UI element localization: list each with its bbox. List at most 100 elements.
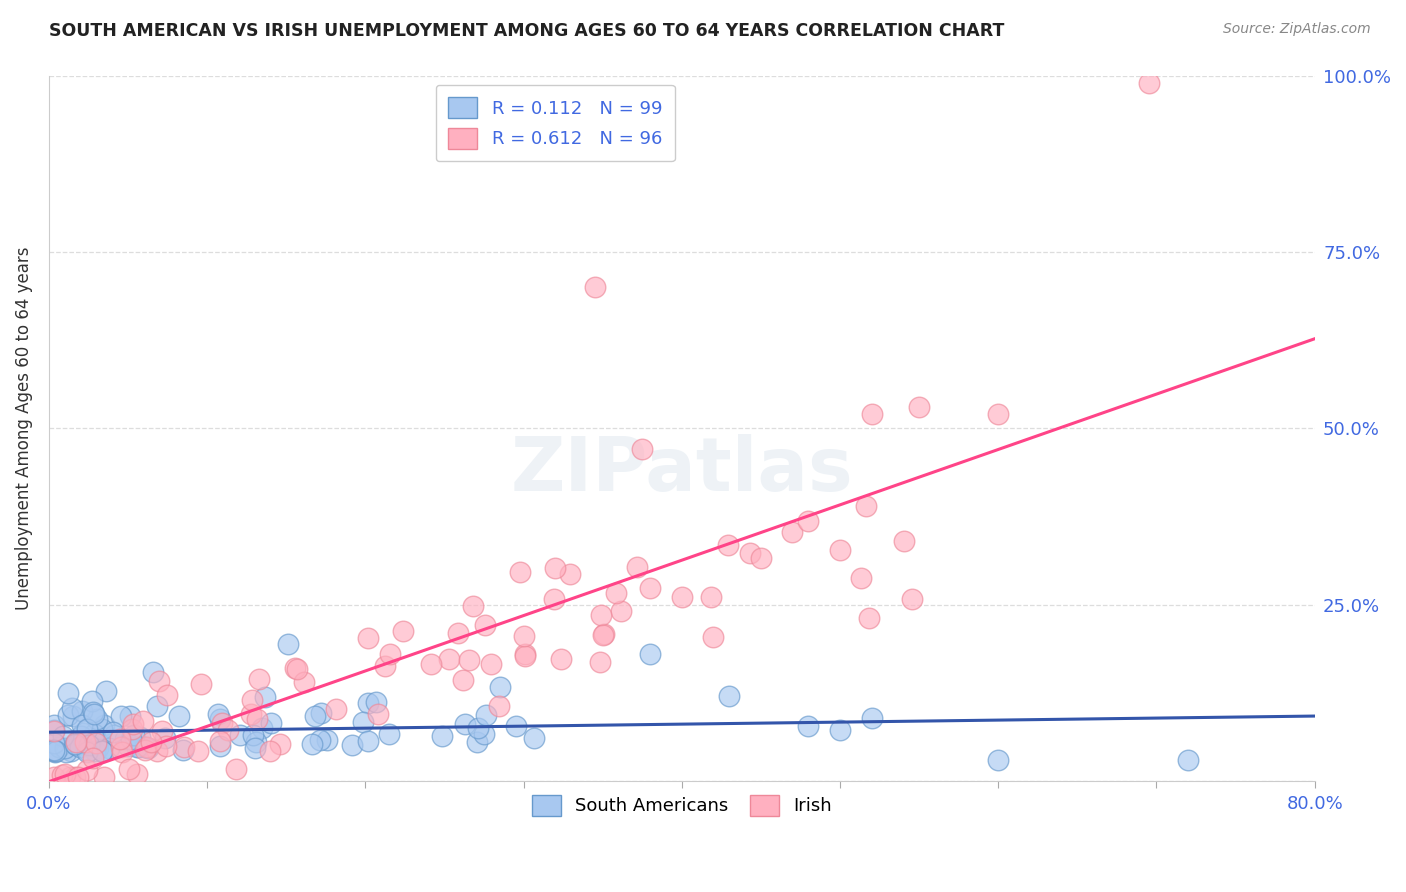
Point: [243, 740, 266, 755]
Point: [70, 729, 93, 743]
Point: [44, 723, 66, 737]
Point: [87, 741, 110, 756]
Point: [114, 731, 136, 746]
Point: [150, 724, 173, 739]
Point: [352, 715, 374, 730]
Point: [589, 608, 612, 623]
Point: [86, 736, 108, 750]
Point: [437, 652, 460, 666]
Text: ZIPatlas: ZIPatlas: [510, 434, 853, 507]
Point: [240, 706, 263, 721]
Point: [110, 739, 132, 754]
Point: [118, 708, 141, 723]
Point: [242, 728, 264, 742]
Point: [589, 655, 612, 669]
Point: [252, 721, 274, 735]
Point: [240, 692, 263, 706]
Point: [48, 739, 70, 754]
Point: [56, 685, 79, 699]
Point: [259, 744, 281, 758]
Point: [94, 684, 117, 698]
Point: [125, 740, 148, 755]
Point: [120, 732, 142, 747]
Point: [430, 729, 453, 743]
Point: [544, 561, 567, 575]
Point: [84, 744, 107, 758]
Point: [62, 708, 84, 723]
Point: [592, 628, 614, 642]
Point: [901, 591, 924, 606]
Point: [208, 739, 231, 753]
Point: [367, 706, 389, 721]
Point: [146, 744, 169, 758]
Point: [855, 499, 877, 513]
Point: [72, 725, 94, 739]
Point: [76, 763, 98, 777]
Point: [42, 742, 65, 756]
Point: [108, 732, 131, 747]
Point: [638, 581, 661, 595]
Point: [465, 734, 488, 748]
Point: [90, 744, 112, 758]
Point: [121, 722, 143, 736]
Text: SOUTH AMERICAN VS IRISH UNEMPLOYMENT AMONG AGES 60 TO 64 YEARS CORRELATION CHART: SOUTH AMERICAN VS IRISH UNEMPLOYMENT AMO…: [49, 22, 1004, 40]
Point: [325, 702, 347, 716]
Point: [284, 661, 307, 675]
Point: [479, 657, 502, 671]
Point: [77, 738, 100, 752]
Point: [103, 728, 125, 742]
Point: [142, 665, 165, 680]
Point: [315, 732, 337, 747]
Point: [148, 673, 170, 688]
Point: [309, 732, 332, 747]
Point: [1137, 76, 1160, 90]
Point: [45, 744, 67, 758]
Point: [392, 624, 415, 638]
Point: [155, 739, 177, 754]
Point: [70, 704, 93, 718]
Point: [550, 652, 572, 666]
Point: [860, 710, 883, 724]
Y-axis label: Unemployment Among Ages 60 to 64 years: Unemployment Among Ages 60 to 64 years: [15, 246, 32, 610]
Point: [247, 672, 270, 686]
Point: [893, 533, 915, 548]
Point: [69, 740, 91, 755]
Point: [65, 737, 87, 751]
Point: [60, 744, 83, 758]
Point: [42, 718, 65, 732]
Point: [207, 707, 229, 722]
Point: [740, 546, 762, 560]
Point: [70, 718, 93, 732]
Point: [42, 744, 65, 758]
Point: [82, 706, 104, 720]
Point: [122, 717, 145, 731]
Point: [253, 690, 276, 704]
Point: [136, 740, 159, 755]
Point: [461, 599, 484, 613]
Point: [93, 771, 115, 785]
Point: [225, 762, 247, 776]
Point: [543, 591, 565, 606]
Point: [65, 735, 87, 749]
Point: [82, 751, 104, 765]
Point: [53, 741, 76, 756]
Point: [79, 738, 101, 752]
Point: [749, 551, 772, 566]
Point: [76, 745, 98, 759]
Point: [86, 713, 108, 727]
Point: [59, 771, 82, 785]
Legend: South Americans, Irish: South Americans, Irish: [523, 786, 841, 825]
Point: [356, 734, 378, 748]
Point: [245, 735, 267, 749]
Point: [217, 723, 239, 738]
Point: [83, 707, 105, 722]
Point: [294, 675, 316, 690]
Point: [173, 739, 195, 754]
Point: [65, 739, 87, 753]
Point: [718, 690, 741, 704]
Point: [509, 566, 531, 580]
Point: [583, 280, 606, 294]
Point: [301, 737, 323, 751]
Point: [134, 739, 156, 754]
Point: [259, 715, 281, 730]
